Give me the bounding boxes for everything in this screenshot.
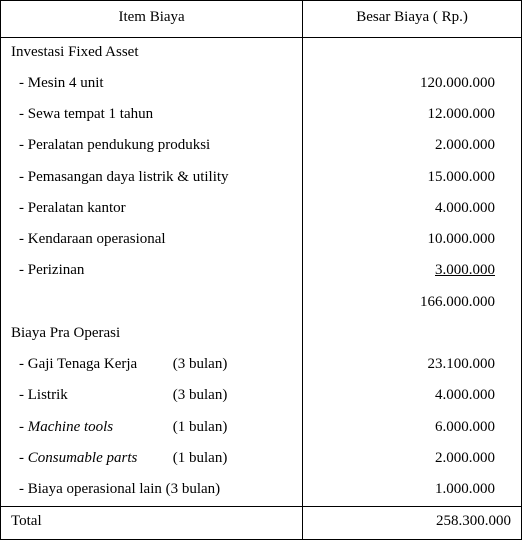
table-row: - Sewa tempat 1 tahun 12.000.000 — [1, 100, 522, 131]
table-row: - Biaya operasional lain (3 bulan) 1.000… — [1, 475, 522, 507]
total-value: 258.300.000 — [303, 507, 522, 540]
item-label: - Consumable parts (1 bulan) — [11, 444, 292, 473]
table-row: - Peralatan pendukung produksi 2.000.000 — [1, 131, 522, 162]
item-label: - Peralatan kantor — [11, 194, 292, 223]
table-row: Biaya Pra Operasi — [1, 319, 522, 350]
item-label: - Kendaraan operasional — [11, 225, 292, 254]
item-value: 120.000.000 — [313, 69, 511, 98]
header-item-cell: Item Biaya — [1, 1, 303, 38]
item-label: - Machine tools (1 bulan) — [11, 413, 292, 442]
table-row: - Gaji Tenaga Kerja (3 bulan) 23.100.000 — [1, 350, 522, 381]
item-label: - Mesin 4 unit — [11, 69, 292, 98]
item-value: 4.000.000 — [313, 381, 511, 410]
item-value: 23.100.000 — [313, 350, 511, 379]
item-label: - Gaji Tenaga Kerja (3 bulan) — [11, 350, 292, 379]
item-value: 10.000.000 — [313, 225, 511, 254]
table-row: - Machine tools (1 bulan) 6.000.000 — [1, 413, 522, 444]
item-label: - Perizinan — [11, 256, 292, 285]
item-value: 15.000.000 — [313, 163, 511, 192]
item-label: - Sewa tempat 1 tahun — [11, 100, 292, 129]
table-row: - Perizinan 3.000.000 — [1, 256, 522, 287]
total-label: Total — [1, 507, 303, 540]
item-value: 6.000.000 — [313, 413, 511, 442]
table-row: - Listrik (3 bulan) 4.000.000 — [1, 381, 522, 412]
table-row: - Pemasangan daya listrik & utility 15.0… — [1, 163, 522, 194]
table-row: - Peralatan kantor 4.000.000 — [1, 194, 522, 225]
item-value: 4.000.000 — [313, 194, 511, 223]
table-header-row: Item Biaya Besar Biaya ( Rp.) — [1, 1, 522, 38]
item-value: 2.000.000 — [313, 444, 511, 473]
table-row: - Consumable parts (1 bulan) 2.000.000 — [1, 444, 522, 475]
item-label: - Pemasangan daya listrik & utility — [11, 163, 292, 192]
table-row: Investasi Fixed Asset — [1, 37, 522, 69]
header-amount-cell: Besar Biaya ( Rp.) — [303, 1, 522, 38]
item-value: 2.000.000 — [313, 131, 511, 160]
item-label: - Listrik (3 bulan) — [11, 381, 292, 410]
item-value-underlined: 3.000.000 — [313, 256, 511, 285]
subtotal-fixed-asset: 166.000.000 — [313, 288, 511, 317]
table-row: - Kendaraan operasional 10.000.000 — [1, 225, 522, 256]
section-title-pra-operasi: Biaya Pra Operasi — [11, 319, 292, 348]
item-label: - Peralatan pendukung produksi — [11, 131, 292, 160]
item-label: - Biaya operasional lain (3 bulan) — [11, 475, 292, 504]
table-row: - Mesin 4 unit 120.000.000 — [1, 69, 522, 100]
cost-table: Item Biaya Besar Biaya ( Rp.) Investasi … — [0, 0, 522, 540]
table-row: 166.000.000 — [1, 288, 522, 319]
item-value: 1.000.000 — [313, 475, 511, 504]
section-title-fixed-asset: Investasi Fixed Asset — [11, 38, 292, 67]
total-row: Total 258.300.000 — [1, 507, 522, 540]
item-value: 12.000.000 — [313, 100, 511, 129]
